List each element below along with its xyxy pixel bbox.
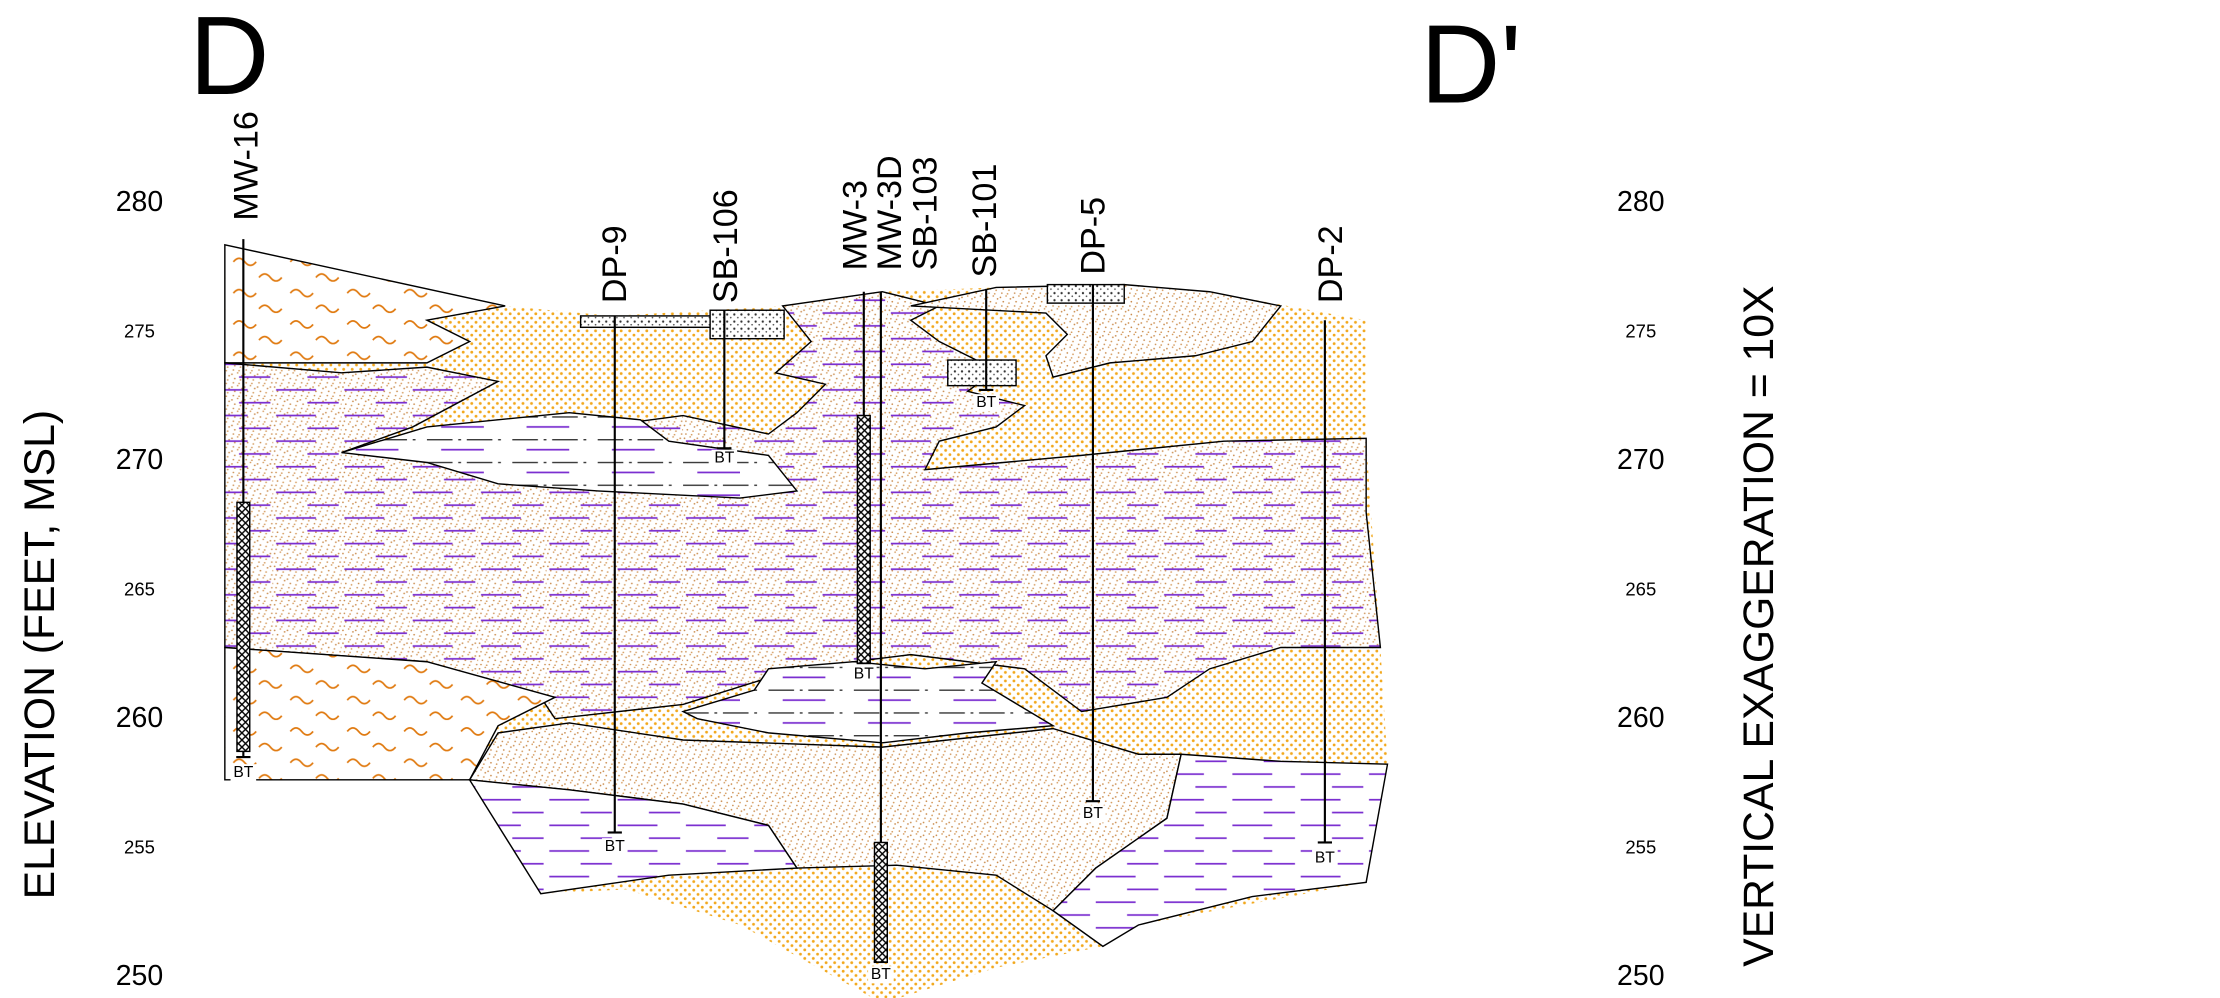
well-name: DP-9 — [596, 225, 634, 303]
elevation-label-right: 270 — [1617, 444, 1664, 476]
well-screen — [857, 416, 870, 664]
bt-label: BT — [871, 966, 891, 983]
bt-label: BT — [854, 666, 874, 683]
well-name: DP-2 — [1312, 225, 1350, 303]
section-start: D — [189, 0, 269, 118]
elevation-label-right: 265 — [1625, 578, 1656, 599]
exaggeration-note: VERTICAL EXAGGERATION = 10X — [1735, 286, 1783, 967]
bt-label: BT — [233, 764, 253, 781]
elevation-label-right: 260 — [1617, 702, 1664, 734]
elevation-label-left: 270 — [116, 444, 163, 476]
gravel-block — [581, 316, 723, 327]
elevation-label-left: 250 — [116, 960, 163, 992]
section-end: D' — [1420, 2, 1521, 126]
gravel-block — [948, 360, 1016, 386]
well-screen — [237, 502, 250, 751]
well-name: DP-5 — [1074, 197, 1112, 275]
bt-label: BT — [976, 394, 996, 411]
gravel-block — [710, 310, 784, 338]
elevation-label-right: 280 — [1617, 186, 1664, 218]
cross-section: D D' ELEVATION (FEET, MSL) VERTICAL EXAG… — [0, 0, 2220, 998]
bt-label: BT — [714, 449, 734, 466]
elevation-label-left: 275 — [124, 320, 155, 341]
elevation-label-right: 275 — [1625, 320, 1656, 341]
well-name: SB-101 — [966, 164, 1004, 278]
axis-title: ELEVATION (FEET, MSL) — [16, 410, 64, 899]
elevation-label-left: 255 — [124, 837, 155, 858]
elevation-label-right: 250 — [1617, 960, 1664, 992]
well-name: MW-16 — [228, 111, 266, 220]
well-name: SB-103 — [906, 157, 944, 271]
bt-label: BT — [1315, 849, 1335, 866]
strata — [225, 245, 1388, 998]
well-name: MW-3D — [871, 155, 909, 270]
page: {"section": {"start_label": "D", "end_la… — [0, 0, 2220, 998]
well-name: SB-106 — [707, 189, 745, 303]
bt-label: BT — [605, 838, 625, 855]
fill-layer — [225, 245, 505, 363]
elevation-label-left: 265 — [124, 578, 155, 599]
well-screen — [874, 842, 887, 962]
elevation-label-left: 280 — [116, 186, 163, 218]
elevation-label-left: 260 — [116, 702, 163, 734]
bt-label: BT — [1083, 805, 1103, 822]
elevation-label-right: 255 — [1625, 837, 1656, 858]
gravel-block — [1047, 285, 1124, 303]
well-name: MW-3 — [837, 180, 875, 270]
